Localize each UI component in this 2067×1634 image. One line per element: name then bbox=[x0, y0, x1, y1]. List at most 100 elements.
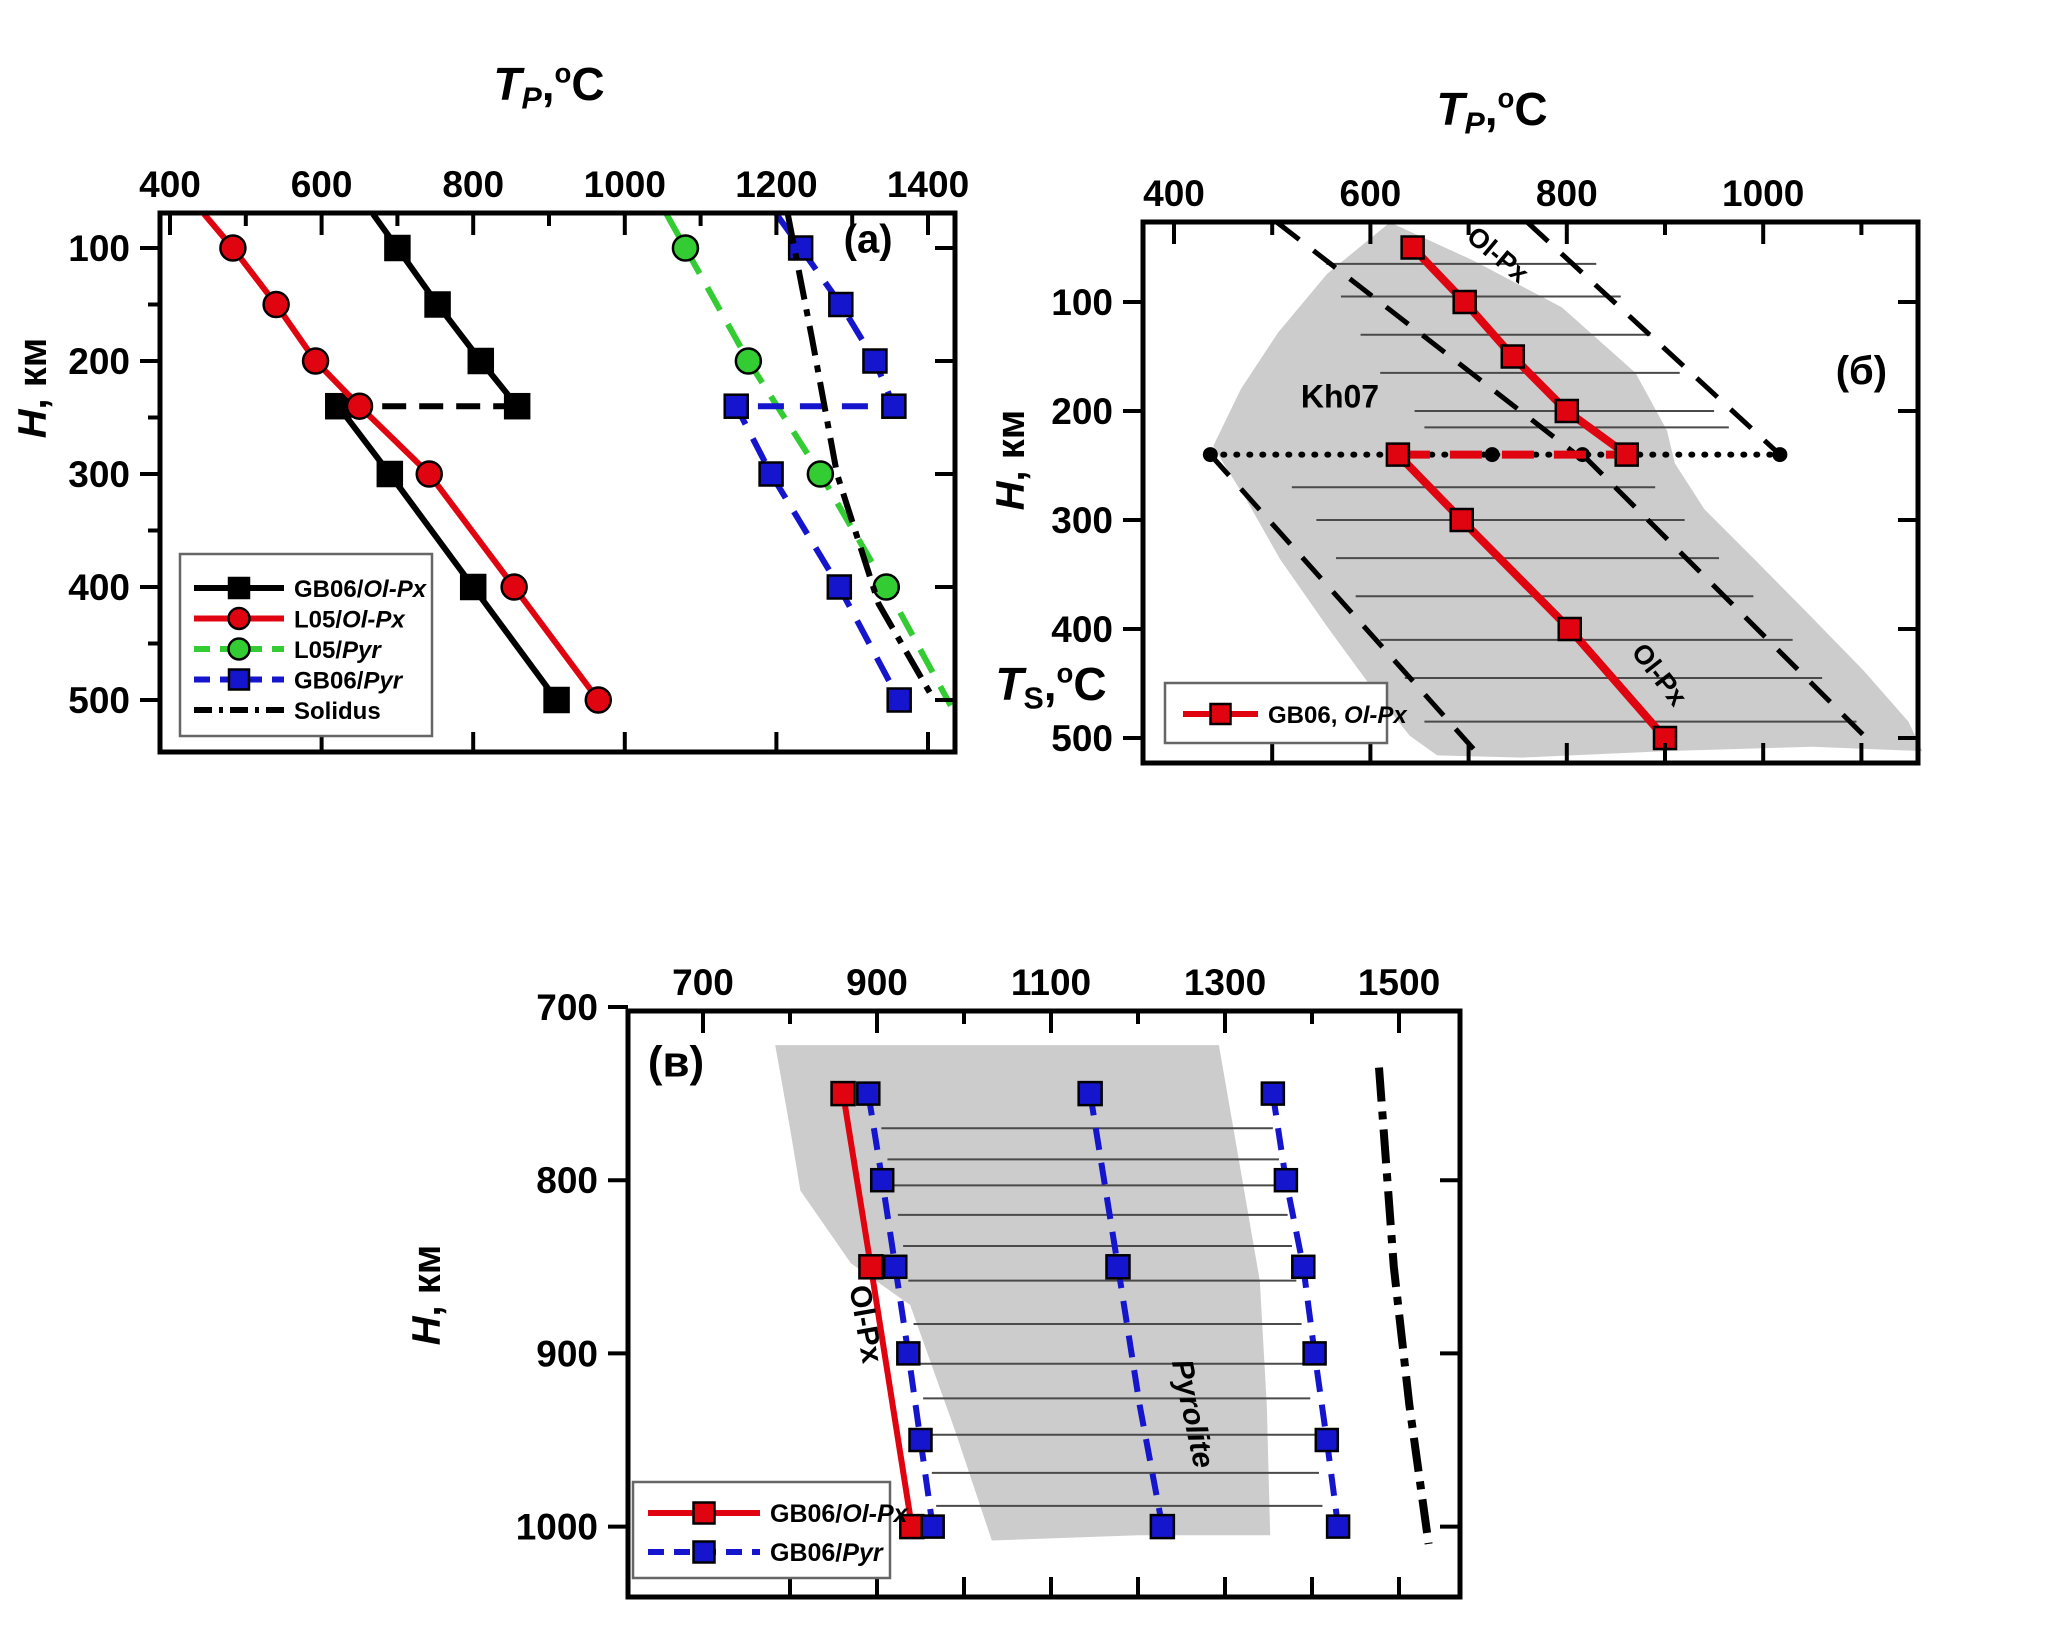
panel-a-x-label-1200: 1200 bbox=[735, 164, 817, 205]
panel-a-series-l05-pyr bbox=[663, 212, 954, 708]
panel-v-series-gb06-pyr-left bbox=[865, 1093, 936, 1528]
panel-a-gb06-pyr-marker bbox=[758, 461, 784, 487]
panel-a-y-axis-title: H, км bbox=[11, 338, 55, 439]
panel-a-legend-label-4: Solidus bbox=[294, 698, 381, 725]
panel-b-series-envelope-right-lower bbox=[1580, 452, 1869, 740]
panel-a-letter: (a) bbox=[844, 218, 893, 262]
panel-b-annotation-0: Kh07 bbox=[1301, 379, 1379, 415]
panel-a-gb06-pyr-marker bbox=[723, 393, 749, 419]
panel-v-gb06-pyr-right-marker bbox=[1291, 1254, 1316, 1280]
panel-b-x-label-1000: 1000 bbox=[1722, 173, 1804, 214]
panel-a-x-label-1000: 1000 bbox=[584, 164, 666, 205]
panel-b-gb06-olpx-lower-marker bbox=[1449, 507, 1474, 533]
panel-a-gb06-olpx-lower-marker bbox=[376, 460, 404, 488]
panel-a-l05-olpx-marker bbox=[301, 347, 330, 375]
panel-b-series-envelope-left-lower bbox=[1208, 452, 1476, 751]
panel-v-series-solidus bbox=[1375, 1067, 1433, 1545]
panel-a-gb06-olpx-lower-marker bbox=[459, 573, 487, 601]
panel-a-x-label-400: 400 bbox=[139, 164, 201, 205]
panel-b-x-axis-title: TP,oC bbox=[1436, 83, 1547, 141]
panel-b-gb06-olpx-lower-marker bbox=[1557, 616, 1582, 642]
panel-v-gb06-olpx-marker bbox=[858, 1254, 884, 1280]
panel-a-legend-1-marker bbox=[227, 606, 251, 631]
panel-v-gb06-olpx-marker bbox=[830, 1080, 856, 1107]
panel-v-gb06-pyr-right-marker bbox=[1325, 1514, 1351, 1539]
panel-a-gb06-olpx-upper-marker bbox=[424, 291, 451, 318]
panel-a-frame bbox=[157, 210, 958, 755]
panel-v-gb06-pyr-left-marker bbox=[856, 1081, 881, 1106]
panel-a-gb06-pyr-marker bbox=[862, 348, 888, 374]
panel-b-gb06-olpx-lower-marker bbox=[1385, 442, 1411, 467]
panel-v-y-label-800: 800 bbox=[536, 1160, 598, 1201]
panel-v-gb06-pyr-left-marker bbox=[883, 1254, 908, 1280]
panel-a-gb06-pyr-marker bbox=[886, 687, 912, 713]
panel-b-x-label-400: 400 bbox=[1143, 173, 1205, 214]
panel-a-gb06-olpx-upper-marker bbox=[467, 347, 495, 375]
panel-v-legend-label-0: GB06/Ol-Px bbox=[770, 1500, 909, 1528]
panel-a-legend-2-marker bbox=[227, 637, 251, 661]
panel-v-gb06-pyr-left-marker bbox=[908, 1427, 933, 1453]
panel-v-gb06-pyr-right-marker bbox=[1302, 1341, 1327, 1366]
panel-a-l05-pyr-marker bbox=[734, 347, 763, 375]
panel-a-gb06-olpx-lower-marker bbox=[543, 686, 570, 714]
panel-a-l05-pyr-marker bbox=[806, 460, 835, 488]
panel-a-legend-box bbox=[178, 552, 434, 738]
panel-v-legend-label-1: GB06/Pyr bbox=[770, 1539, 884, 1567]
panel-v-x-axis-title: TS,oC bbox=[995, 658, 1106, 716]
panel-b-legend-label-0: GB06, Ol-Px bbox=[1268, 702, 1408, 729]
panel-b-letter: (б) bbox=[1836, 349, 1887, 393]
panel-a-legend-label-1: L05/Ol-Px bbox=[294, 607, 406, 634]
panel-v: 700 900 1100 1300 1500 700 800 900 1000 TS,oC H, к… bbox=[405, 658, 1463, 1600]
panel-v-legend-0-marker bbox=[692, 1501, 716, 1525]
panel-v-shaded-region bbox=[775, 1045, 1271, 1541]
panel-a-y-label-300: 300 bbox=[68, 454, 130, 495]
panel-a-l05-olpx-marker bbox=[219, 234, 247, 262]
panel-a-gb06-pyr-marker bbox=[828, 291, 854, 318]
panel-a-y-label-200: 200 bbox=[68, 341, 130, 382]
panel-v-frame bbox=[625, 1008, 1463, 1600]
panel-b-kh07-240km-span-marker bbox=[1484, 447, 1500, 463]
panel-v-x-label-700: 700 bbox=[672, 962, 734, 1003]
panel-b-y-axis-title: H, км bbox=[989, 410, 1033, 511]
panel-v-y-axis-title: H, км bbox=[405, 1245, 449, 1346]
panel-a-legend-0-marker bbox=[227, 576, 251, 600]
panel-v-x-label-1300: 1300 bbox=[1184, 962, 1266, 1003]
panel-v-x-label-900: 900 bbox=[846, 962, 908, 1003]
panel-v-letter: (в) bbox=[648, 1037, 704, 1086]
panel-b-x-label-600: 600 bbox=[1340, 173, 1402, 214]
panel-b-kh07-240km-span-marker bbox=[1202, 447, 1218, 463]
panel-b-y-label-400: 400 bbox=[1051, 609, 1113, 650]
panel-b-series-envelope-left-upper bbox=[1275, 220, 1579, 457]
panel-a-x-label-800: 800 bbox=[442, 164, 504, 205]
panel-a-l05-pyr-marker bbox=[872, 573, 901, 601]
panel-v-y-label-700: 700 bbox=[536, 987, 598, 1028]
panel-b-y-label-300: 300 bbox=[1051, 500, 1113, 541]
panel-a-y-label-500: 500 bbox=[68, 680, 130, 721]
panel-b-y-label-200: 200 bbox=[1051, 391, 1113, 432]
panel-b-y-label-100: 100 bbox=[1051, 282, 1113, 323]
panel-a-legend-3-marker bbox=[227, 668, 251, 691]
panel-a-series-gb06-olpx-lower bbox=[335, 404, 560, 702]
panel-b-shaded-region bbox=[1213, 222, 1923, 758]
panel-a-series-solidus bbox=[784, 213, 937, 702]
panel-a: 400 600 800 1000 1200 1400 100 200 300 400 500 TP,o… bbox=[11, 58, 969, 755]
panel-v-legend-box bbox=[631, 1480, 892, 1580]
panel-v-pyrolite-mid-marker bbox=[1149, 1513, 1176, 1540]
panel-b-gb06-olpx-upper-marker bbox=[1614, 442, 1639, 467]
panel-v-gb06-pyr-left-marker bbox=[896, 1341, 921, 1366]
panel-b-gb06-olpx-upper-marker bbox=[1452, 289, 1477, 315]
panel-v-series-gb06-pyr-right bbox=[1269, 1093, 1342, 1527]
panel-v-x-label-1500: 1500 bbox=[1358, 962, 1440, 1003]
panel-v-y-label-900: 900 bbox=[536, 1333, 598, 1374]
panel-a-x-label-600: 600 bbox=[291, 164, 353, 205]
panel-v-gb06-pyr-right-marker bbox=[1273, 1167, 1299, 1193]
panel-v-gb06-pyr-left-marker bbox=[869, 1167, 895, 1193]
panel-a-l05-pyr-marker bbox=[671, 234, 700, 262]
panel-b-kh07-240km-span-marker bbox=[1772, 447, 1788, 463]
panel-a-gb06-pyr-marker bbox=[881, 393, 907, 419]
panel-a-l05-olpx-marker bbox=[500, 573, 528, 601]
panel-v-legend-1-marker bbox=[692, 1540, 716, 1564]
panel-b-gb06-olpx-upper-marker bbox=[1554, 398, 1580, 424]
panel-a-x-label-1400: 1400 bbox=[887, 164, 969, 205]
